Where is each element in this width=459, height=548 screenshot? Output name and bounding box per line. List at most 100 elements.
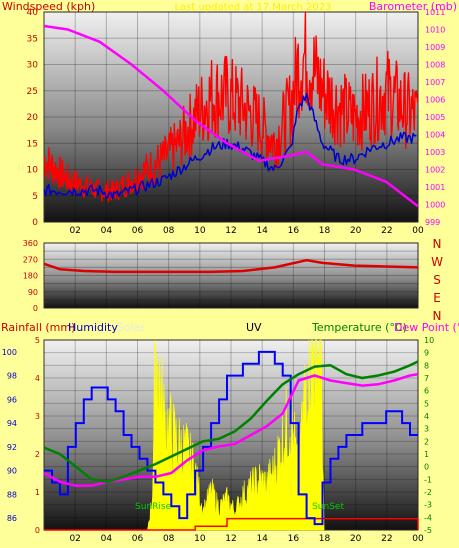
temp-tick-label: -4 <box>424 513 432 522</box>
y2-tick-label: 1003 <box>425 148 445 157</box>
x-tick-label: 08 <box>163 226 175 236</box>
temp-tick-label: 3 <box>424 425 429 434</box>
dewpoint-label: Dew Point (°C) <box>394 321 459 334</box>
y-tick-label: 35 <box>27 34 38 44</box>
humidity-tick-label: 88 <box>7 490 17 499</box>
temp-tick-label: 1 <box>424 450 429 459</box>
wind-x-ticks: 02 04 06 08 10 12 14 16 18 20 22 00 <box>69 226 424 236</box>
temp-tick-label: 2 <box>424 437 429 446</box>
y-tick-label: 20 <box>27 113 39 123</box>
x-tick-label: 22 <box>381 534 392 543</box>
y2-tick-label: 1001 <box>425 183 445 192</box>
x-tick-label: 02 <box>69 534 80 543</box>
rain-tick-label: 1 <box>35 488 40 497</box>
temp-tick-label: -2 <box>424 488 432 497</box>
x-tick-label: 20 <box>350 226 362 236</box>
y-tick-label: 90 <box>28 288 38 297</box>
barometer-y-ticks: 999 1000 1001 1002 1003 1004 1005 1006 1007 1008 1… <box>425 8 445 227</box>
y2-tick-label: 1011 <box>425 8 445 17</box>
x-tick-label: 22 <box>381 226 392 236</box>
y-tick-label: 15 <box>27 139 38 149</box>
x-tick-label: 14 <box>256 226 268 236</box>
humidity-tick-label: 100 <box>2 348 17 357</box>
rain-tick-label: 3 <box>35 412 40 421</box>
rain-tick-label: 5 <box>35 336 40 345</box>
wind-y-ticks: 0 5 10 15 20 25 30 35 40 <box>27 8 39 228</box>
humidity-tick-label: 98 <box>7 372 17 381</box>
x-tick-label: 10 <box>194 534 206 543</box>
chart-title: Last updated at 17 March 2023 <box>174 2 331 13</box>
humidity-tick-label: 92 <box>7 443 17 452</box>
rain-tick-label: 4 <box>35 374 40 383</box>
y2-tick-label: 1009 <box>425 43 445 52</box>
direction-grid <box>44 242 419 309</box>
compass-letter: E <box>433 291 441 305</box>
barometer-axis-label: Barometer (mb) <box>369 0 457 13</box>
humidity-tick-label: 86 <box>7 514 17 523</box>
y2-tick-label: 1007 <box>425 78 445 87</box>
x-tick-label: 02 <box>69 226 80 236</box>
y2-tick-label: 1000 <box>425 201 445 210</box>
y2-tick-label: 1002 <box>425 166 445 175</box>
x-tick-label: 04 <box>101 226 113 236</box>
y2-tick-label: 1010 <box>425 26 445 35</box>
temp-tick-label: 0 <box>424 463 429 472</box>
humidity-y-ticks: 86 88 90 92 94 96 98 100 <box>2 348 17 523</box>
x-tick-label: 12 <box>225 226 236 236</box>
uv-label: UV <box>246 321 262 334</box>
x-tick-label: 18 <box>319 534 331 543</box>
sunset-label: SunSet <box>312 502 344 512</box>
x-tick-label: 12 <box>225 534 236 543</box>
temperature-label: Temperature (°C) <box>311 321 407 334</box>
y2-tick-label: 1006 <box>425 96 445 105</box>
x-tick-label: 04 <box>101 534 113 543</box>
y2-tick-label: 1008 <box>425 61 445 70</box>
direction-series <box>43 258 419 274</box>
humidity-label: Humidity <box>68 321 118 334</box>
solar-series <box>147 339 325 531</box>
temp-tick-label: 9 <box>424 349 429 358</box>
x-tick-label: 00 <box>412 534 424 543</box>
temp-tick-label: 5 <box>424 399 429 408</box>
temperature-line <box>43 360 419 484</box>
x-tick-label: 18 <box>319 226 331 236</box>
direction-y-ticks: 0 90 180 270 360 <box>23 239 38 313</box>
x-tick-label: 14 <box>256 534 268 543</box>
y-tick-label: 0 <box>33 304 38 313</box>
humidity-tick-label: 90 <box>7 467 17 476</box>
x-tick-label: 16 <box>288 226 300 236</box>
temp-tick-label: 7 <box>424 374 429 383</box>
x-tick-label: 16 <box>288 534 300 543</box>
wind-series <box>43 11 419 208</box>
y-tick-label: 10 <box>27 166 39 176</box>
compass-letter: W <box>431 255 443 269</box>
x-tick-label: 10 <box>194 226 206 236</box>
temp-tick-label: -3 <box>424 501 432 510</box>
y-tick-label: 30 <box>27 61 39 71</box>
x-tick-label: 20 <box>350 534 362 543</box>
x-tick-label: 06 <box>132 226 144 236</box>
temp-tick-label: -5 <box>424 526 432 535</box>
compass-letter: N <box>433 237 442 251</box>
temp-tick-label: 4 <box>424 412 429 421</box>
rain-y-ticks: 0 1 2 3 4 5 <box>35 336 40 535</box>
y-tick-label: 25 <box>27 87 38 97</box>
y-tick-label: 360 <box>23 239 38 248</box>
solar-area <box>147 339 325 531</box>
compass-letter: N <box>433 309 442 323</box>
x-tick-label: 08 <box>163 534 175 543</box>
rain-tick-label: 0 <box>35 526 40 535</box>
gust-line <box>43 11 419 203</box>
temp-x-ticks: 02 04 06 08 10 12 14 16 18 20 22 00 <box>69 534 424 544</box>
temp-series <box>43 350 419 531</box>
x-tick-label: 06 <box>132 534 144 543</box>
temp-tick-label: 8 <box>424 361 429 370</box>
y-tick-label: 5 <box>32 192 38 202</box>
sunrise-label: SunRise <box>135 502 172 512</box>
solar-label: Solar <box>117 321 146 334</box>
y2-tick-label: 1005 <box>425 113 445 122</box>
rainfall-label: Rainfall (mm) <box>1 321 75 334</box>
y2-tick-label: 999 <box>425 218 440 227</box>
